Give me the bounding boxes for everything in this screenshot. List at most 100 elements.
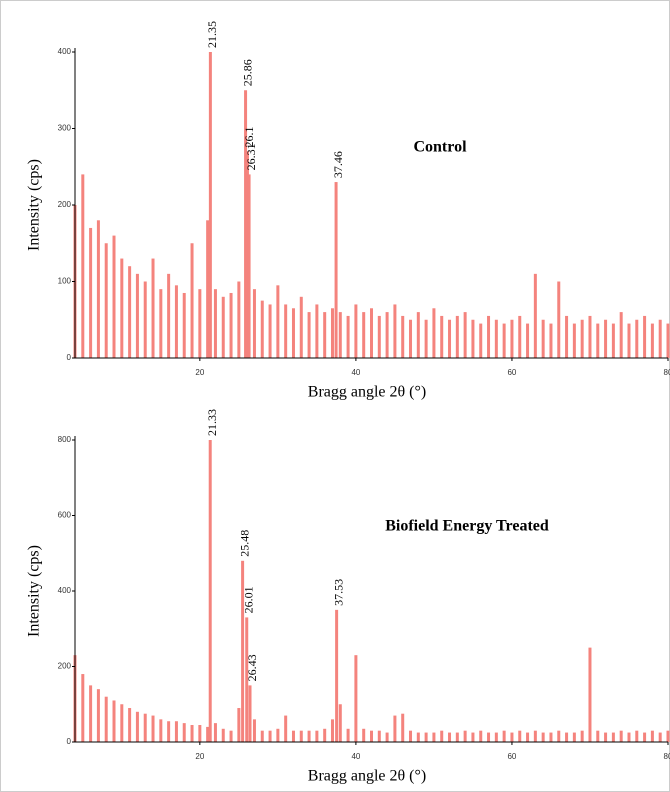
intensity-bar bbox=[533, 730, 537, 742]
intensity-bar bbox=[635, 730, 639, 742]
y-tick-label: 100 bbox=[58, 277, 72, 286]
intensity-bar bbox=[487, 315, 491, 358]
intensity-bar bbox=[299, 296, 303, 358]
intensity-bar bbox=[370, 308, 373, 358]
intensity-bar bbox=[432, 732, 436, 742]
intensity-bar bbox=[627, 732, 631, 742]
intensity-bar bbox=[81, 174, 85, 358]
y-axis-label: Intensity (cps) bbox=[26, 159, 43, 251]
intensity-bar bbox=[268, 304, 272, 358]
intensity-bar bbox=[448, 732, 452, 742]
peak-label: 26.43 bbox=[245, 654, 259, 681]
y-tick-label: 800 bbox=[58, 435, 72, 444]
intensity-bar bbox=[666, 730, 670, 742]
intensity-bar bbox=[174, 285, 178, 358]
intensity-bar bbox=[190, 243, 194, 358]
intensity-bar bbox=[315, 730, 319, 742]
intensity-bar bbox=[455, 732, 459, 742]
intensity-bar bbox=[549, 732, 553, 742]
intensity-bar bbox=[245, 151, 249, 358]
intensity-bar bbox=[284, 715, 288, 742]
intensity-bar bbox=[330, 308, 334, 358]
intensity-bar bbox=[338, 704, 342, 742]
intensity-bar bbox=[572, 323, 576, 358]
intensity-bar bbox=[432, 308, 436, 358]
intensity-bar bbox=[416, 732, 420, 742]
intensity-bar bbox=[291, 308, 295, 358]
intensity-bar bbox=[237, 708, 241, 742]
intensity-bar bbox=[143, 713, 147, 742]
intensity-bar bbox=[128, 266, 132, 358]
intensity-bar bbox=[580, 730, 584, 742]
intensity-bar bbox=[385, 732, 389, 742]
intensity-bar bbox=[208, 440, 212, 742]
intensity-bar bbox=[167, 721, 171, 742]
panel-title: Biofield Energy Treated bbox=[385, 518, 549, 535]
intensity-bar bbox=[393, 304, 397, 358]
intensity-bar bbox=[658, 732, 662, 742]
intensity-bar bbox=[440, 730, 444, 742]
intensity-bar bbox=[315, 304, 319, 358]
intensity-bar bbox=[619, 730, 623, 742]
intensity-bar bbox=[370, 730, 373, 742]
x-axis-label: Bragg angle 2θ (°) bbox=[308, 384, 426, 401]
intensity-bar bbox=[635, 319, 639, 358]
intensity-bar bbox=[658, 319, 662, 358]
y-tick-label: 200 bbox=[58, 662, 72, 671]
intensity-bar bbox=[362, 728, 366, 742]
intensity-bar bbox=[494, 319, 498, 358]
intensity-bar bbox=[252, 289, 256, 358]
intensity-bar bbox=[323, 312, 327, 358]
intensity-bar bbox=[237, 281, 241, 358]
intensity-bar bbox=[198, 725, 202, 742]
peak-label: 26.01 bbox=[241, 586, 255, 613]
intensity-bar bbox=[182, 723, 186, 742]
intensity-bar bbox=[643, 315, 647, 358]
intensity-bar bbox=[526, 323, 530, 358]
intensity-bar bbox=[174, 721, 178, 742]
peak-label: 25.86 bbox=[240, 59, 254, 86]
intensity-bar bbox=[385, 312, 389, 358]
intensity-bar bbox=[440, 315, 444, 358]
intensity-bar bbox=[323, 728, 327, 742]
intensity-bar bbox=[541, 732, 545, 742]
intensity-bar bbox=[89, 227, 93, 358]
intensity-bar bbox=[198, 289, 202, 358]
intensity-bar bbox=[245, 617, 249, 742]
x-axis-label: Bragg angle 2θ (°) bbox=[308, 768, 426, 785]
intensity-bar bbox=[377, 730, 381, 742]
peak-label: 37.53 bbox=[331, 579, 345, 606]
intensity-bar bbox=[284, 304, 288, 358]
intensity-bar bbox=[252, 719, 256, 742]
intensity-bar bbox=[596, 323, 600, 358]
intensity-bar bbox=[604, 319, 608, 358]
intensity-bar bbox=[377, 315, 381, 358]
intensity-bar bbox=[549, 323, 553, 358]
x-tick-label: 20 bbox=[195, 368, 204, 377]
intensity-bar bbox=[96, 689, 100, 742]
intensity-bar bbox=[260, 300, 264, 358]
intensity-bar bbox=[260, 730, 264, 742]
intensity-bar bbox=[611, 732, 615, 742]
intensity-bar bbox=[229, 292, 233, 358]
intensity-bar bbox=[409, 730, 413, 742]
y-tick-label: 600 bbox=[58, 511, 72, 520]
intensity-bar bbox=[448, 319, 452, 358]
intensity-bar bbox=[409, 319, 413, 358]
x-tick-label: 60 bbox=[507, 368, 516, 377]
intensity-bar bbox=[89, 685, 93, 742]
intensity-bar bbox=[247, 174, 251, 358]
panel-title: Control bbox=[413, 139, 467, 156]
peak-label: 26.31 bbox=[244, 143, 258, 170]
intensity-bar bbox=[268, 730, 272, 742]
intensity-bar bbox=[346, 728, 350, 742]
intensity-bar bbox=[518, 730, 522, 742]
intensity-bar bbox=[416, 312, 420, 358]
intensity-bar bbox=[463, 312, 467, 358]
intensity-bar bbox=[208, 52, 212, 358]
intensity-bar bbox=[213, 723, 217, 742]
y-axis-label: Intensity (cps) bbox=[26, 545, 43, 637]
